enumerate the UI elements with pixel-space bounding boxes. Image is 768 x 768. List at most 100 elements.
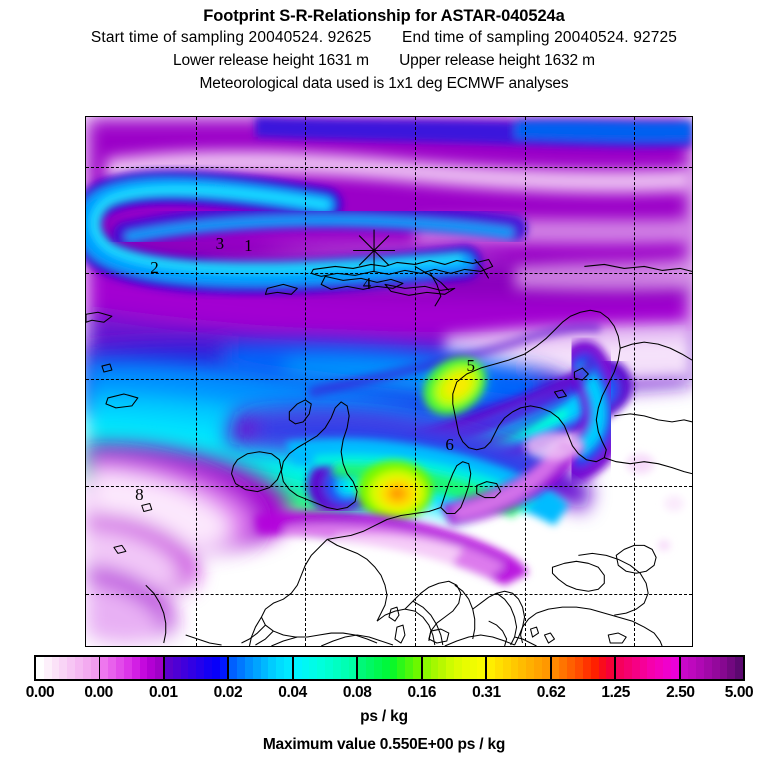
colorbar-tick-label: 0.00 bbox=[25, 684, 55, 701]
colorbar-step bbox=[559, 657, 568, 679]
colorbar-step bbox=[405, 657, 413, 679]
trajectory-day-label: 2 bbox=[150, 257, 159, 277]
colorbar-step bbox=[446, 657, 454, 679]
end-time-label: End time of sampling 20040524. 92725 bbox=[401, 29, 678, 46]
colorbar-step bbox=[647, 657, 656, 679]
start-time-label: Start time of sampling 20040524. 92625 bbox=[90, 29, 372, 46]
colorbar-tick-label: 1.25 bbox=[601, 684, 631, 701]
gridline-horizontal bbox=[86, 272, 692, 274]
colorbar-step bbox=[662, 657, 671, 679]
colorbar-step bbox=[196, 657, 204, 679]
colorbar-step bbox=[510, 657, 519, 679]
colorbar-segment bbox=[616, 657, 681, 679]
colorbar-step bbox=[727, 657, 736, 679]
colorbar-step bbox=[631, 657, 640, 679]
colorbar-step bbox=[67, 657, 76, 679]
sampling-time-line: Start time of sampling 20040524. 92625 E… bbox=[0, 26, 768, 49]
page-title: Footprint S-R-Relationship for ASTAR-040… bbox=[203, 7, 565, 25]
colorbar-step bbox=[36, 657, 44, 679]
colorbar-step bbox=[430, 657, 439, 679]
colorbar-step bbox=[155, 657, 163, 679]
colorbar-tick-label: 0.00 bbox=[84, 684, 113, 701]
colorbar-step bbox=[100, 657, 109, 679]
colorbar-step bbox=[639, 657, 648, 679]
colorbar-step bbox=[461, 657, 470, 679]
release-height-line: Lower release height 1631 m Upper releas… bbox=[0, 49, 768, 72]
gridline-vertical bbox=[415, 117, 417, 646]
colorbar-step bbox=[502, 657, 511, 679]
colorbar-step bbox=[284, 657, 292, 679]
maximum-value-label: Maximum value 0.550E+00 ps / kg bbox=[262, 736, 506, 753]
upper-release-height-label: Upper release height 1632 m bbox=[399, 52, 595, 69]
graticule-grid bbox=[86, 117, 692, 646]
colorbar-step bbox=[332, 657, 341, 679]
trajectory-day-label: 6 bbox=[445, 434, 454, 454]
colorbar-step bbox=[477, 657, 486, 679]
colorbar-step bbox=[696, 657, 704, 679]
colorbar-step bbox=[719, 657, 728, 679]
colorbar-tick-label: 5.00 bbox=[724, 684, 754, 701]
colorbar-step bbox=[487, 657, 495, 679]
colorbar-segment bbox=[100, 657, 165, 679]
colorbar-step bbox=[260, 657, 269, 679]
colorbar-step bbox=[203, 657, 212, 679]
colorbar-step bbox=[389, 657, 398, 679]
gridline-horizontal bbox=[86, 485, 692, 487]
colorbar-step bbox=[526, 657, 535, 679]
colorbar-step bbox=[381, 657, 390, 679]
colorbar bbox=[34, 655, 745, 681]
colorbar-step bbox=[582, 657, 591, 679]
colorbar-step bbox=[180, 657, 189, 679]
colorbar-step bbox=[373, 657, 382, 679]
trajectory-day-label: 5 bbox=[466, 355, 476, 375]
colorbar-step bbox=[670, 657, 679, 679]
gridline-vertical bbox=[305, 117, 307, 646]
colorbar-step bbox=[51, 657, 60, 679]
colorbar-step bbox=[164, 657, 173, 679]
colorbar-step bbox=[688, 657, 697, 679]
colorbar-step bbox=[534, 657, 542, 679]
colorbar-tick-labels: 0.00 0.00 0.01 0.02 0.04 0.08 0.16 0.31 0.62 1.25… bbox=[0, 684, 768, 704]
colorbar-tick-label: 0.04 bbox=[278, 684, 307, 701]
colorbar-segment bbox=[36, 657, 101, 679]
colorbar-step bbox=[358, 657, 367, 679]
colorbar-segment bbox=[551, 657, 617, 679]
colorbar-step bbox=[397, 657, 406, 679]
colorbar-step bbox=[711, 657, 720, 679]
colorbar-step bbox=[598, 657, 607, 679]
gridline-horizontal bbox=[86, 593, 692, 595]
lower-release-height-label: Lower release height 1631 m bbox=[173, 52, 369, 69]
colorbar-segment bbox=[358, 657, 423, 679]
gridline-horizontal bbox=[86, 378, 692, 380]
colorbar-step bbox=[494, 657, 503, 679]
colorbar-step bbox=[123, 657, 132, 679]
colorbar-tick-label: 0.31 bbox=[472, 684, 501, 701]
colorbar-step bbox=[219, 657, 228, 679]
colorbar-step bbox=[438, 657, 447, 679]
coastline-overlay bbox=[86, 117, 692, 646]
colorbar-unit-label: ps / kg bbox=[360, 708, 408, 725]
gridline-vertical bbox=[195, 117, 197, 646]
colorbar-step bbox=[317, 657, 326, 679]
colorbar-step bbox=[172, 657, 181, 679]
colorbar-step bbox=[43, 657, 52, 679]
colorbar-step bbox=[680, 657, 689, 679]
colorbar-step bbox=[735, 657, 744, 679]
colorbar-step bbox=[366, 657, 374, 679]
colorbar-segment bbox=[164, 657, 230, 679]
colorbar-tick-label: 0.62 bbox=[536, 684, 566, 701]
colorbar-step bbox=[252, 657, 261, 679]
colorbar-step bbox=[237, 657, 245, 679]
colorbar-step bbox=[575, 657, 583, 679]
colorbar-step bbox=[567, 657, 576, 679]
colorbar-step bbox=[229, 657, 238, 679]
colorbar-step bbox=[244, 657, 253, 679]
colorbar-step bbox=[655, 657, 663, 679]
colorbar-step bbox=[131, 657, 140, 679]
colorbar-step bbox=[469, 657, 478, 679]
trajectory-day-label: 4 bbox=[362, 273, 372, 293]
colorbar-step bbox=[59, 657, 68, 679]
colorbar-step bbox=[108, 657, 117, 679]
colorbar-step bbox=[268, 657, 277, 679]
colorbar-segment bbox=[293, 657, 359, 679]
